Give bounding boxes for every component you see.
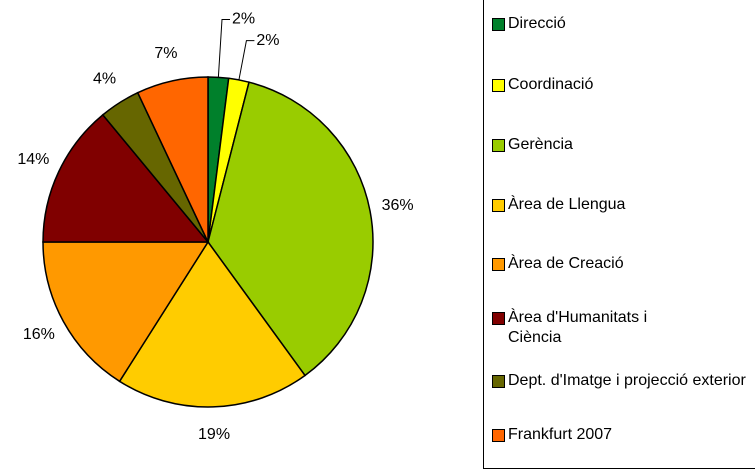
legend-swatch — [492, 375, 505, 388]
legend-label: Àrea de Llengua — [508, 196, 626, 213]
data-label: 16% — [23, 326, 55, 343]
data-label: 36% — [382, 197, 414, 214]
leader-line — [238, 40, 255, 81]
legend-swatch — [492, 139, 505, 152]
chart: 2%2% 36% 19% 16% 14% 4% 7% — [17, 11, 414, 443]
legend-swatch — [492, 429, 505, 442]
legend-label: Frankfurt 2007 — [508, 426, 613, 443]
legend-entry: Dept. d'Imatge i projecció exterior — [492, 371, 747, 391]
legend-label: Àrea d'Humanitats i Ciència — [508, 309, 648, 346]
pie-slice — [207, 81, 374, 377]
data-label: 7% — [154, 45, 177, 62]
legend-swatch — [492, 18, 505, 31]
legend-entry: Gerència — [492, 135, 747, 155]
legend-entry: Frankfurt 2007 — [492, 425, 747, 445]
pie-slice — [42, 113, 210, 243]
legend-swatch — [492, 79, 505, 92]
data-label: 2% — [256, 32, 279, 49]
legend-label: Dept. d'Imatge i projecció exterior — [508, 372, 746, 389]
legend-entry: Àrea de Creació — [492, 254, 747, 274]
legend-entry: Àrea de Llengua — [492, 195, 747, 215]
data-label: 19% — [198, 426, 230, 443]
legend-swatch — [492, 312, 505, 325]
pie-slice — [136, 76, 209, 243]
legend-swatch — [492, 199, 505, 212]
data-label: 2% — [232, 11, 255, 28]
data-label: 14% — [17, 151, 49, 168]
data-label: 4% — [93, 70, 116, 87]
leader-line — [217, 18, 231, 78]
legend-label: Àrea de Creació — [508, 255, 624, 272]
legend-label: Gerència — [508, 136, 573, 153]
legend-entry: Àrea d'Humanitats i Ciència — [492, 308, 747, 348]
legend-label: Coordinació — [508, 76, 594, 93]
legend-label: Direcció — [508, 15, 566, 32]
legend-entry: Coordinació — [492, 75, 747, 95]
legend-entry: Direcció — [492, 14, 747, 34]
pie-slice — [42, 241, 210, 383]
legend: Direcció Coordinació Gerència Àrea de Lleng… — [483, 0, 755, 469]
legend-swatch — [492, 258, 505, 271]
pie-slice — [118, 240, 307, 408]
